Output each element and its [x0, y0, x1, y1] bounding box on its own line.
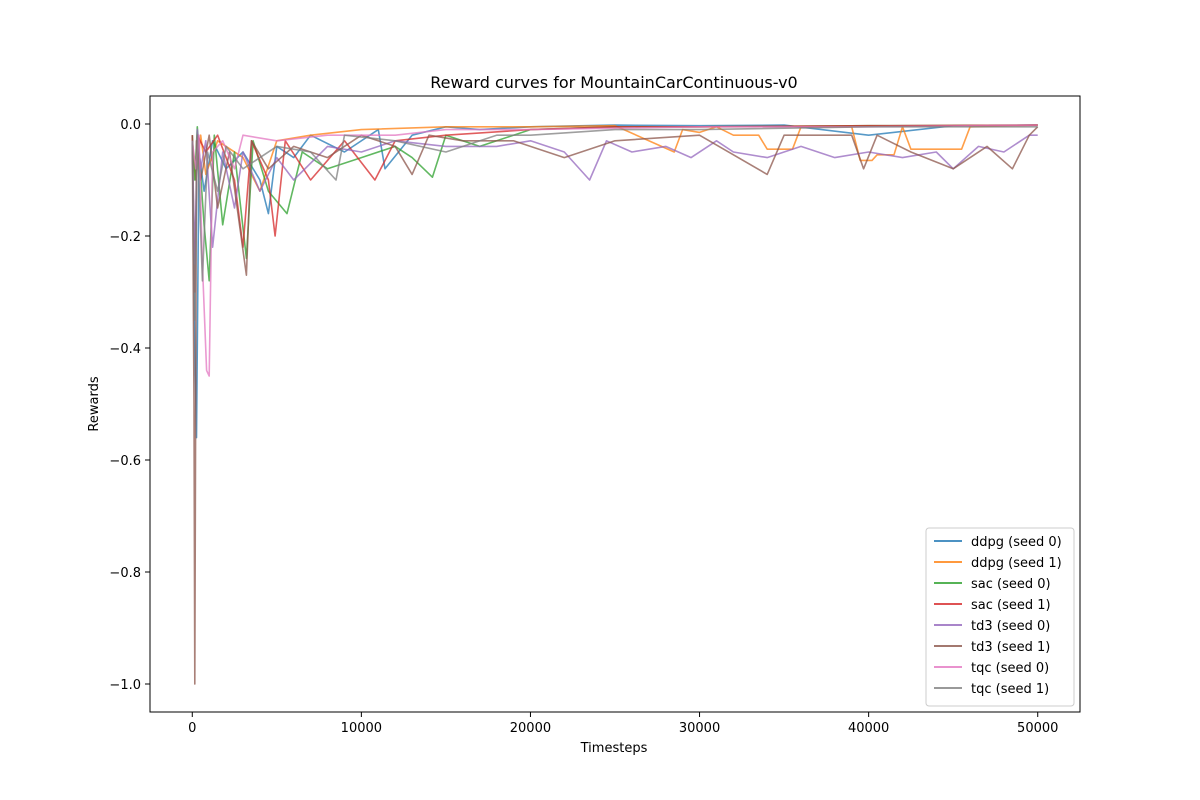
- y-tick-label: 0.0: [120, 118, 141, 133]
- x-tick-label: 30000: [679, 721, 720, 736]
- legend-label: tqc (seed 0): [971, 661, 1049, 676]
- legend-label: td3 (seed 0): [971, 619, 1050, 634]
- legend: ddpg (seed 0) ddpg (seed 1) sac (seed 0) sa…: [925, 527, 1075, 707]
- series-line-7: [191, 126, 1038, 321]
- legend-box: [925, 527, 1075, 707]
- y-tick-label: −0.8: [109, 566, 141, 581]
- legend-label: ddpg (seed 1): [971, 556, 1062, 571]
- series-line-1: [191, 124, 1038, 192]
- y-tick-label: −0.6: [109, 454, 141, 469]
- x-tick-label: 10000: [341, 721, 382, 736]
- x-tick-label: 50000: [1017, 721, 1058, 736]
- series-line-0: [191, 124, 1038, 439]
- y-axis-ticks: 0.0 −0.2 −0.4 −0.6 −0.8 −1.0: [109, 118, 150, 693]
- x-tick-label: 40000: [848, 721, 889, 736]
- series-line-4: [191, 128, 1038, 265]
- y-tick-label: −0.4: [109, 342, 141, 357]
- chart-title: Reward curves for MountainCarContinuous-…: [430, 73, 797, 92]
- legend-label: sac (seed 1): [971, 598, 1051, 613]
- legend-label: sac (seed 0): [971, 577, 1051, 592]
- legend-label: tqc (seed 1): [971, 682, 1049, 697]
- y-tick-label: −0.2: [109, 230, 141, 245]
- y-tick-label: −1.0: [109, 678, 141, 693]
- x-tick-label: 0: [188, 721, 196, 736]
- x-tick-label: 20000: [510, 721, 551, 736]
- series-layer: [191, 124, 1039, 685]
- legend-label: td3 (seed 1): [971, 640, 1050, 655]
- y-axis-label: Rewards: [87, 376, 102, 431]
- legend-label: ddpg (seed 0): [971, 535, 1062, 550]
- x-axis-ticks: 0 10000 20000 30000 40000 50000: [188, 712, 1058, 736]
- series-line-5: [191, 126, 1039, 685]
- x-axis-label: Timesteps: [580, 741, 648, 756]
- series-line-3: [191, 124, 1038, 293]
- plot-frame: [149, 95, 1081, 713]
